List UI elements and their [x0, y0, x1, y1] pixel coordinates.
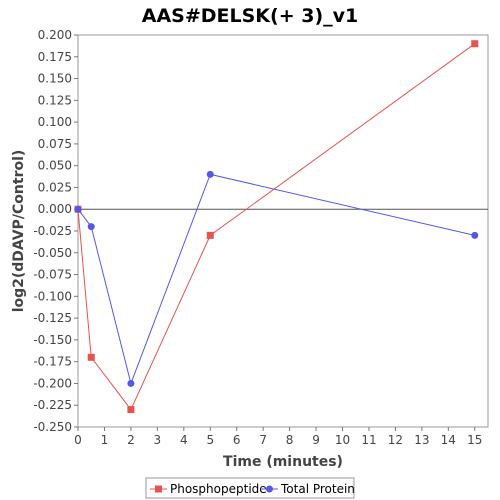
y-tick-label: 0.000 — [38, 202, 72, 216]
y-tick-label: -0.075 — [33, 268, 72, 282]
x-tick-label: 4 — [180, 433, 188, 447]
chart-title: AAS#DELSK(+ 3)_v1 — [142, 5, 359, 27]
data-point-phosphopeptide — [206, 231, 214, 239]
y-tick-label: -0.100 — [33, 289, 72, 303]
x-tick-label: 12 — [388, 433, 403, 447]
x-tick-label: 3 — [154, 433, 162, 447]
data-point-total-protein — [87, 223, 95, 231]
y-tick-label: -0.250 — [33, 420, 72, 434]
x-tick-label: 10 — [335, 433, 350, 447]
y-tick-label: -0.025 — [33, 224, 72, 238]
y-tick-label: 0.100 — [38, 115, 72, 129]
y-tick-label: 0.025 — [38, 180, 72, 194]
data-point-total-protein — [127, 379, 135, 387]
x-tick-label: 0 — [74, 433, 82, 447]
series-layer — [74, 40, 479, 414]
x-tick-label: 9 — [312, 433, 320, 447]
y-axis: 0.200 0.175 0.150 0.125 0.100 0.075 0.050 0.025… — [33, 28, 78, 434]
legend-box — [145, 477, 355, 499]
y-tick-label: -0.050 — [33, 246, 72, 260]
legend-marker-total-protein — [266, 485, 273, 493]
x-tick-label: 5 — [206, 433, 214, 447]
y-tick-label: 0.125 — [38, 93, 72, 107]
y-tick-label: 0.050 — [38, 159, 72, 173]
x-tick-label: 6 — [233, 433, 241, 447]
x-tick-label: 13 — [414, 433, 429, 447]
x-tick-label: 7 — [259, 433, 267, 447]
y-tick-label: -0.175 — [33, 355, 72, 369]
legend-marker-phosphopeptide — [155, 485, 162, 493]
x-axis-label: Time (minutes) — [223, 454, 343, 470]
legend-label-phosphopeptide: Phosphopeptide — [170, 482, 267, 496]
y-tick-label: -0.225 — [33, 398, 72, 412]
y-tick-label: -0.200 — [33, 376, 72, 390]
data-point-total-protein — [206, 170, 214, 178]
x-tick-label: 15 — [467, 433, 482, 447]
legend: Phosphopeptide Total Protein — [145, 477, 355, 499]
y-tick-label: 0.075 — [38, 137, 72, 151]
y-tick-label: -0.150 — [33, 333, 72, 347]
y-tick-label: -0.125 — [33, 311, 72, 325]
y-tick-label: 0.150 — [38, 72, 72, 86]
data-point-total-protein — [74, 205, 82, 213]
x-tick-label: 14 — [441, 433, 456, 447]
plot-area — [77, 34, 489, 428]
data-point-phosphopeptide — [87, 353, 95, 361]
x-tick-label: 8 — [286, 433, 294, 447]
x-tick-label: 2 — [127, 433, 135, 447]
y-tick-label: 0.200 — [38, 28, 72, 42]
x-tick-label: 1 — [101, 433, 109, 447]
y-tick-label: 0.175 — [38, 50, 72, 64]
data-point-phosphopeptide — [471, 40, 479, 48]
legend-label-total-protein: Total Protein — [280, 482, 355, 496]
data-point-total-protein — [471, 231, 479, 239]
data-point-phosphopeptide — [127, 406, 135, 414]
x-axis: 0 1 2 3 4 5 6 7 8 9 10 11 12 13 14 15 — [74, 427, 482, 447]
y-axis-label: log2(dDAVP/Control) — [11, 150, 27, 313]
x-tick-label: 11 — [361, 433, 376, 447]
